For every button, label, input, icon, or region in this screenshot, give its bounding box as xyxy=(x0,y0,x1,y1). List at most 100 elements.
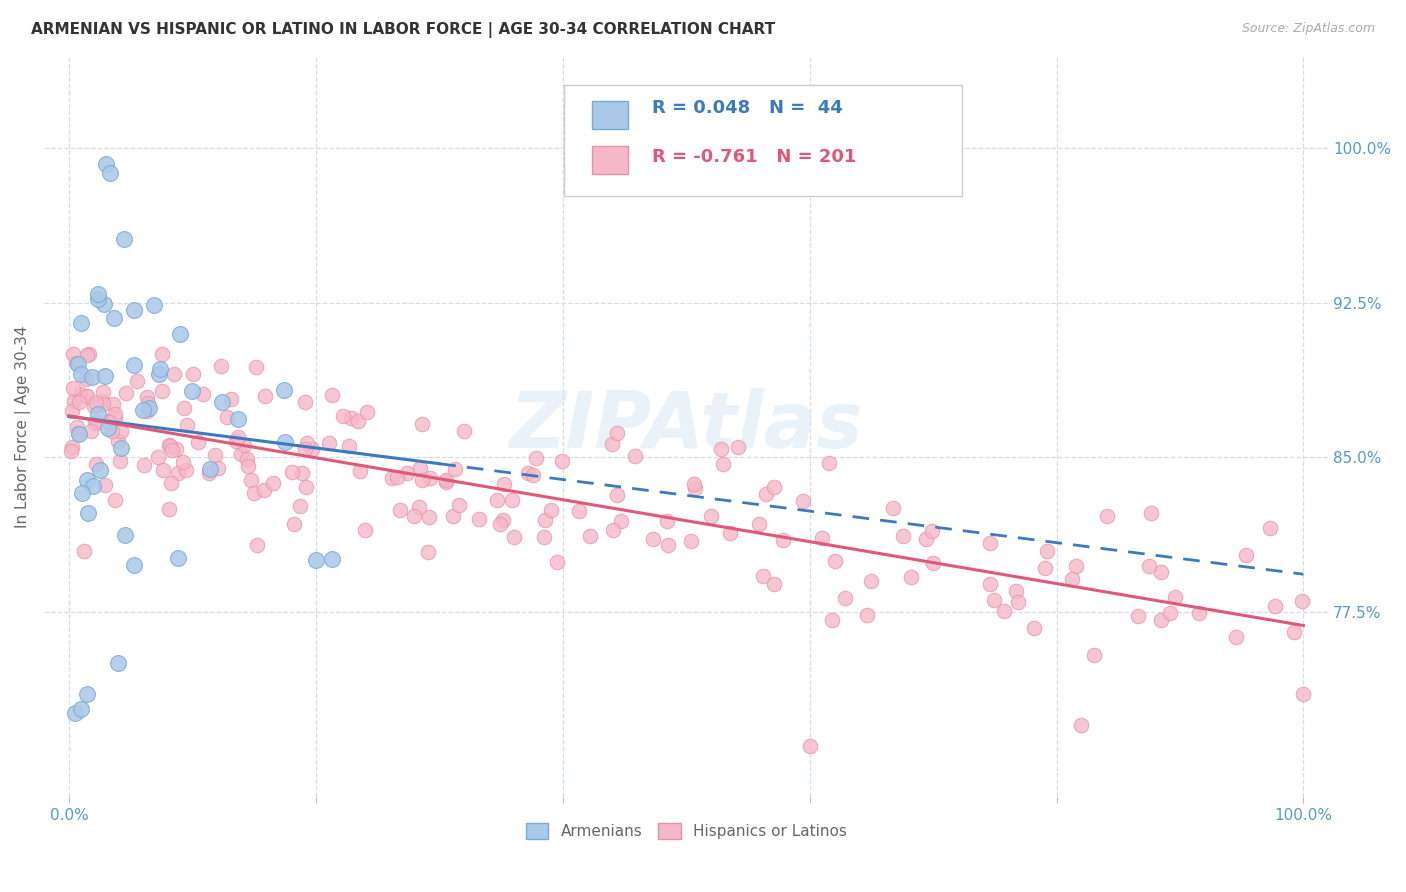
Point xyxy=(80,369,103,384)
Point xyxy=(762,480,785,494)
Legend: Armenians, Hispanics or Latinos: Armenians, Hispanics or Latinos xyxy=(519,817,853,846)
Point xyxy=(1140,506,1163,520)
Point xyxy=(75,371,97,385)
Point xyxy=(824,554,846,568)
Point xyxy=(152,463,174,477)
Point xyxy=(108,454,131,468)
Point xyxy=(67,425,90,440)
Point xyxy=(229,447,252,461)
Point xyxy=(273,383,295,397)
Point xyxy=(107,434,129,448)
Point xyxy=(408,461,430,475)
Point xyxy=(494,477,516,491)
Point xyxy=(602,523,624,537)
Point xyxy=(610,514,633,528)
Point xyxy=(243,485,266,500)
Point xyxy=(339,439,361,453)
Point xyxy=(159,439,181,453)
Point xyxy=(63,706,86,720)
Point xyxy=(209,359,232,373)
Point xyxy=(132,403,155,417)
Point xyxy=(122,303,145,318)
Point xyxy=(86,415,108,429)
Point xyxy=(600,437,623,451)
Point xyxy=(125,374,148,388)
Point xyxy=(157,502,180,516)
Point xyxy=(84,416,107,430)
Point xyxy=(1188,606,1211,620)
Point xyxy=(66,420,89,434)
Point xyxy=(1292,687,1315,701)
Point xyxy=(225,434,247,448)
Point xyxy=(76,389,98,403)
Point xyxy=(97,413,120,427)
Point xyxy=(91,394,114,409)
Point xyxy=(73,544,96,558)
Point xyxy=(501,493,523,508)
Point xyxy=(77,507,100,521)
Point xyxy=(62,347,84,361)
Text: ARMENIAN VS HISPANIC OR LATINO IN LABOR FORCE | AGE 30-34 CORRELATION CHART: ARMENIAN VS HISPANIC OR LATINO IN LABOR … xyxy=(31,22,775,38)
Point xyxy=(408,500,430,514)
Point xyxy=(748,516,770,531)
Point xyxy=(434,473,457,487)
Point xyxy=(419,471,441,485)
Point xyxy=(503,530,526,544)
Point xyxy=(1060,573,1083,587)
Point xyxy=(568,504,591,518)
Point xyxy=(821,613,844,627)
Point xyxy=(122,358,145,372)
Point xyxy=(186,435,208,450)
Point xyxy=(232,438,254,452)
Point xyxy=(87,408,110,422)
Point xyxy=(97,421,120,435)
Point xyxy=(340,411,363,425)
Point xyxy=(98,166,121,180)
Point xyxy=(226,412,249,426)
Point xyxy=(321,388,343,402)
Point xyxy=(173,401,195,415)
Point xyxy=(67,427,90,442)
Point xyxy=(517,466,540,480)
Point xyxy=(444,462,467,476)
Point xyxy=(1022,621,1045,635)
Point xyxy=(274,434,297,449)
Point xyxy=(70,316,93,330)
Point xyxy=(752,569,775,583)
Point xyxy=(882,501,904,516)
Point xyxy=(623,449,645,463)
Point xyxy=(76,687,98,701)
Point xyxy=(349,464,371,478)
Point xyxy=(217,410,239,425)
Point xyxy=(540,503,562,517)
Point xyxy=(1150,565,1173,579)
Point xyxy=(167,551,190,566)
Point xyxy=(280,465,302,479)
Point xyxy=(65,356,87,370)
Point xyxy=(204,448,226,462)
Point xyxy=(1159,607,1181,621)
Point xyxy=(411,417,433,432)
Point xyxy=(1126,608,1149,623)
Point xyxy=(169,326,191,341)
Point xyxy=(294,442,316,456)
Point xyxy=(900,570,922,584)
Point xyxy=(1007,595,1029,609)
Point xyxy=(979,535,1001,549)
Point xyxy=(76,473,98,487)
Point xyxy=(142,298,165,312)
Point xyxy=(181,368,204,382)
Point xyxy=(235,451,257,466)
Point xyxy=(1005,584,1028,599)
Point xyxy=(70,486,93,500)
Text: ZIPAtlas: ZIPAtlas xyxy=(509,388,863,465)
Point xyxy=(811,531,834,545)
Point xyxy=(150,347,173,361)
Point xyxy=(524,450,547,465)
Point xyxy=(411,473,433,487)
Point xyxy=(332,409,354,424)
Point xyxy=(138,401,160,416)
Point xyxy=(80,424,103,438)
Point xyxy=(76,348,98,362)
Point xyxy=(318,435,340,450)
